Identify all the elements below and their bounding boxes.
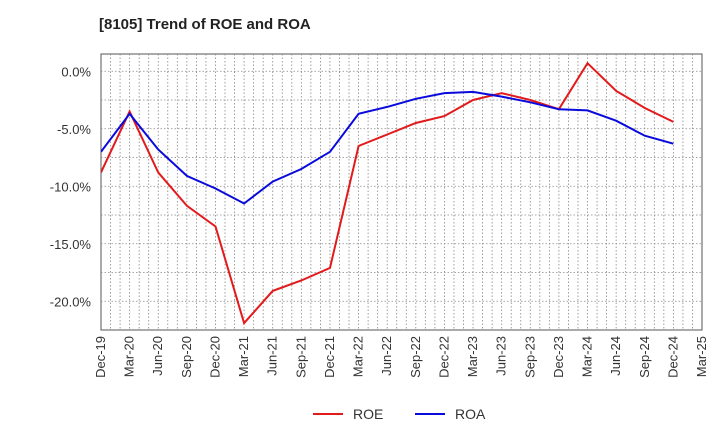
series-line-roe <box>101 61 674 326</box>
horizontal-grid <box>101 70 702 302</box>
legend: ROE ROA <box>313 406 486 422</box>
x-tick-label: Sep-22 <box>408 336 423 378</box>
x-tick-label: Jun-20 <box>150 336 165 376</box>
x-tick-label: Jun-23 <box>494 336 509 376</box>
x-tick-label: Jun-21 <box>265 336 280 376</box>
x-tick-label: Jun-24 <box>608 336 623 376</box>
x-tick-label: Mar-25 <box>694 336 709 377</box>
legend-label-roe: ROE <box>353 406 383 422</box>
legend-label-roa: ROA <box>455 406 486 422</box>
x-tick-label: Dec-20 <box>207 336 222 378</box>
y-tick-label: -10.0% <box>50 179 92 194</box>
plot-frame <box>100 53 703 331</box>
x-tick-label: Dec-24 <box>665 336 680 378</box>
x-tick-label: Jun-22 <box>379 336 394 376</box>
y-axis-labels: 0.0% -5.0% -10.0% -15.0% -20.0% <box>50 64 92 309</box>
x-tick-label: Dec-21 <box>322 336 337 378</box>
y-tick-label: -20.0% <box>50 294 92 309</box>
y-tick-label: -15.0% <box>50 237 92 252</box>
x-tick-label: Dec-22 <box>436 336 451 378</box>
x-tick-label: Sep-20 <box>179 336 194 378</box>
x-tick-label: Sep-23 <box>522 336 537 378</box>
x-tick-label: Sep-24 <box>637 336 652 378</box>
x-tick-label: Mar-24 <box>580 336 595 377</box>
chart-title: [8105] Trend of ROE and ROA <box>99 16 311 33</box>
x-tick-label: Mar-23 <box>465 336 480 377</box>
x-tick-label: Sep-21 <box>293 336 308 378</box>
x-tick-label: Mar-22 <box>351 336 366 377</box>
series-line-roa <box>101 90 674 205</box>
y-tick-label: -5.0% <box>57 122 91 137</box>
x-tick-label: Mar-20 <box>122 336 137 377</box>
x-tick-label: Dec-23 <box>551 336 566 378</box>
x-tick-label: Dec-19 <box>93 336 108 378</box>
x-axis-labels: Dec-19 Mar-20 Jun-20 Sep-20 Dec-20 Mar-21 Jun-… <box>93 336 709 378</box>
x-tick-label: Mar-21 <box>236 336 251 377</box>
y-tick-label: 0.0% <box>61 64 91 79</box>
